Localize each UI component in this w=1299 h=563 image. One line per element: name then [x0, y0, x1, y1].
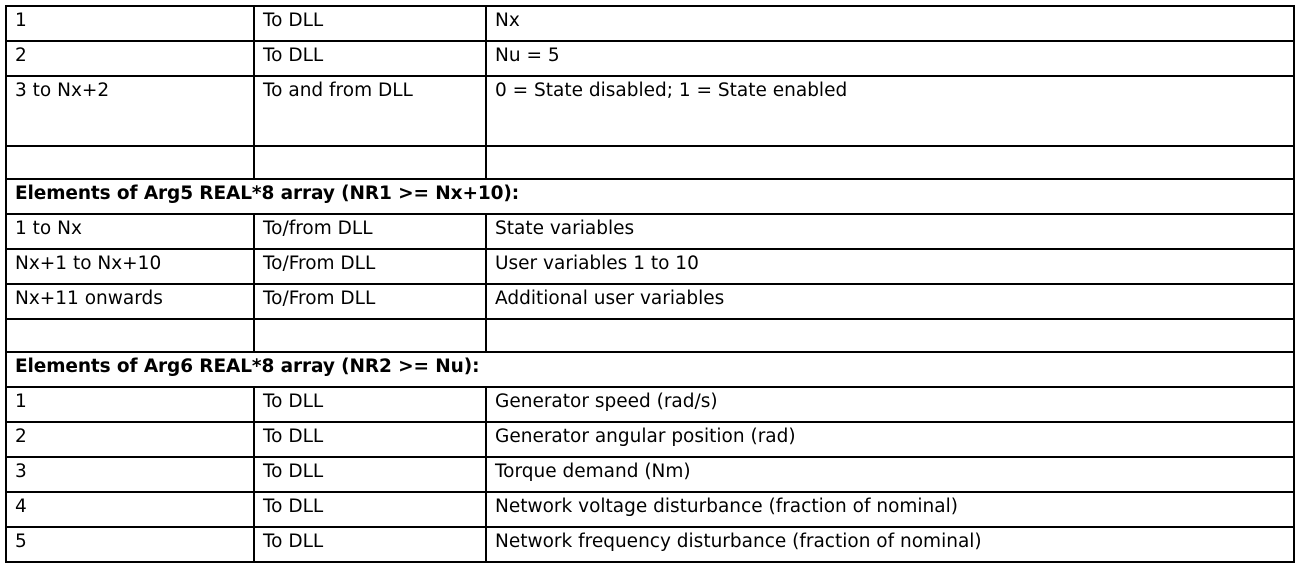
table-row: 1 To DLL Nx — [5, 5, 1295, 42]
cell-direction: To DLL — [253, 491, 487, 528]
table-section-header-row: Elements of Arg5 REAL*8 array (NR1 >= Nx… — [5, 178, 1295, 215]
cell-description: Nu = 5 — [485, 40, 1295, 77]
cell-element-index: 2 — [5, 421, 255, 458]
table-row: Nx+11 onwards To/From DLL Additional user … — [5, 283, 1295, 320]
cell-element-index: 1 — [5, 386, 255, 423]
cell-description: Torque demand (Nm) — [485, 456, 1295, 493]
cell-element-index: 1 to Nx — [5, 213, 255, 250]
cell-element-index: 3 — [5, 456, 255, 493]
cell-element-index: Nx+1 to Nx+10 — [5, 248, 255, 285]
cell-direction: To DLL — [253, 5, 487, 42]
cell-direction: To DLL — [253, 421, 487, 458]
cell-direction: To/From DLL — [253, 248, 487, 285]
table-row: 3 To DLL Torque demand (Nm) — [5, 456, 1295, 493]
cell-description: Network voltage disturbance (fraction of… — [485, 491, 1295, 528]
cell-direction: To DLL — [253, 456, 487, 493]
cell-description: Generator angular position (rad) — [485, 421, 1295, 458]
cell-description: 0 = State disabled; 1 = State enabled — [485, 75, 1295, 147]
cell-element-index: 2 — [5, 40, 255, 77]
cell-element-index: 3 to Nx+2 — [5, 75, 255, 147]
cell-element-index: 4 — [5, 491, 255, 528]
cell-description: Generator speed (rad/s) — [485, 386, 1295, 423]
table-row: 2 To DLL Nu = 5 — [5, 40, 1295, 77]
section-heading: Elements of Arg5 REAL*8 array (NR1 >= Nx… — [5, 178, 1295, 215]
cell-description: Network frequency disturbance (fraction … — [485, 526, 1295, 563]
cell-direction: To DLL — [253, 40, 487, 77]
cell-direction: To/From DLL — [253, 283, 487, 320]
table-section-header-row: Elements of Arg6 REAL*8 array (NR2 >= Nu… — [5, 351, 1295, 388]
table-row: Nx+1 to Nx+10 To/From DLL User variables 1… — [5, 248, 1295, 285]
table-spacer-row — [5, 145, 1295, 180]
table-row: 2 To DLL Generator angular position (rad) — [5, 421, 1295, 458]
cell-element-index-empty — [5, 318, 255, 353]
cell-description: Nx — [485, 5, 1295, 42]
cell-element-index: Nx+11 onwards — [5, 283, 255, 320]
cell-description: Additional user variables — [485, 283, 1295, 320]
cell-description-empty — [485, 145, 1295, 180]
table-row: 4 To DLL Network voltage disturbance (frac… — [5, 491, 1295, 528]
cell-element-index: 1 — [5, 5, 255, 42]
section-heading: Elements of Arg6 REAL*8 array (NR2 >= Nu… — [5, 351, 1295, 388]
cell-element-index: 5 — [5, 526, 255, 563]
cell-description: User variables 1 to 10 — [485, 248, 1295, 285]
cell-element-index-empty — [5, 145, 255, 180]
table-row: 5 To DLL Network frequency disturbance (fr… — [5, 526, 1295, 563]
cell-direction: To and from DLL — [253, 75, 487, 147]
cell-direction: To DLL — [253, 526, 487, 563]
cell-direction-empty — [253, 318, 487, 353]
table-row: 3 to Nx+2 To and from DLL 0 = State disabl… — [5, 75, 1295, 147]
cell-direction: To DLL — [253, 386, 487, 423]
cell-direction: To/from DLL — [253, 213, 487, 250]
cell-description: State variables — [485, 213, 1295, 250]
table-spacer-row — [5, 318, 1295, 353]
cell-direction-empty — [253, 145, 487, 180]
cell-description-empty — [485, 318, 1295, 353]
table-row: 1 to Nx To/from DLL State variables — [5, 213, 1295, 250]
table-row: 1 To DLL Generator speed (rad/s) — [5, 386, 1295, 423]
